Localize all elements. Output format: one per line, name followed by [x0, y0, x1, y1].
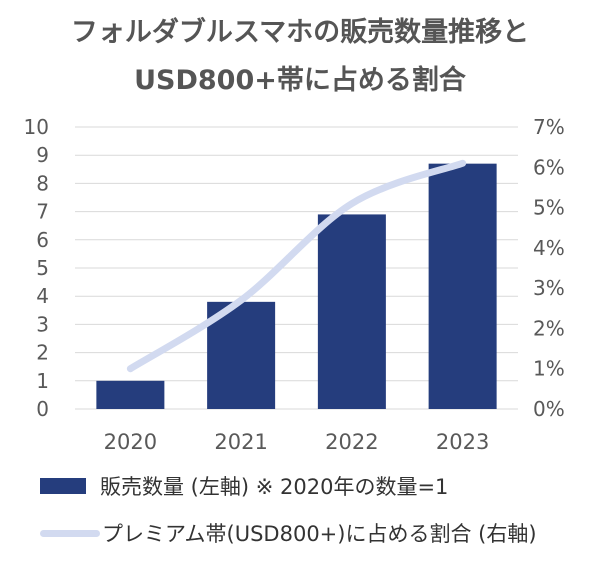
x-tick-label: 2021 [214, 430, 267, 454]
y-left-tick-label: 2 [36, 341, 49, 365]
y-right-tick-label: 0% [533, 397, 565, 421]
line-series [126, 159, 467, 373]
legend-item-bar: 販売数量 (左軸) ※ 2020年の数量=1 [40, 469, 580, 503]
legend-item-line: プレミアム帯(USD800+)に占める割合 (右軸) [40, 516, 580, 550]
y-left-tick-label: 6 [36, 228, 49, 252]
legend-bar-label: 販売数量 (左軸) ※ 2020年の数量=1 [100, 475, 449, 499]
y-left-tick-label: 8 [36, 171, 49, 195]
bar [428, 163, 497, 409]
x-tick-label: 2022 [325, 430, 378, 454]
legend-line-swatch [40, 529, 100, 537]
y-right-tick-label: 1% [533, 357, 565, 381]
chart-plot: 0 1 2 3 4 5 6 7 8 9 10 0% 1% 2% 3% 4% 5% 6% 7% 2020 2021 2022… [24, 115, 565, 454]
y-right-tick-label: 5% [533, 196, 565, 220]
y-right-tick-label: 2% [533, 316, 565, 340]
x-tick-label: 2023 [436, 430, 489, 454]
y-right-tick-label: 4% [533, 236, 565, 260]
y-left-tick-label: 4 [36, 284, 49, 308]
legend-bar-swatch [40, 478, 86, 494]
y-right-tick-label: 3% [533, 276, 565, 300]
y-left-tick-label: 0 [36, 397, 49, 421]
bar [96, 380, 165, 409]
bar [317, 214, 386, 409]
chart-title-line2: USD800+帯に占める割合 [134, 65, 466, 96]
y-right-tick-label: 6% [533, 155, 565, 179]
y-right-tick-label: 7% [533, 115, 565, 139]
legend-line-label: プレミアム帯(USD800+)に占める割合 (右軸) [102, 522, 537, 546]
y-left-tick-label: 1 [36, 369, 49, 393]
y-left-tick-label: 10 [24, 115, 49, 139]
y-left-tick-label: 5 [36, 256, 49, 280]
y-left-tick-label: 9 [36, 143, 49, 167]
y-left-tick-label: 3 [36, 312, 49, 336]
x-tick-label: 2020 [104, 430, 157, 454]
chart-title-line1: フォルダブルスマホの販売数量推移と [70, 17, 530, 48]
y-left-tick-label: 7 [36, 200, 49, 224]
